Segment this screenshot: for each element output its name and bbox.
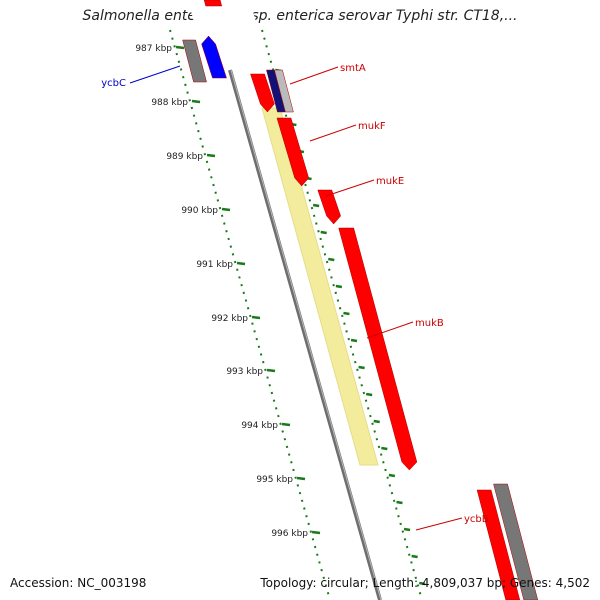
gene-leader-line bbox=[366, 321, 414, 339]
gene-leader-line bbox=[415, 517, 463, 531]
ruler-tick bbox=[296, 476, 306, 481]
ruler-tick-label: 987 kbp bbox=[135, 44, 172, 54]
gene-leader-line bbox=[309, 124, 357, 142]
gene-label-ycbC[interactable]: ycbC bbox=[101, 78, 126, 89]
ruler-minor-tick bbox=[403, 527, 411, 532]
highlight-band bbox=[261, 107, 379, 466]
label-layer: ycbC smtA mukF mukE mukB ycbB bbox=[101, 63, 489, 531]
ruler-tick-label: 989 kbp bbox=[166, 152, 203, 162]
gene-top-partial[interactable] bbox=[203, 0, 223, 7]
gene-label-smtA[interactable]: smtA bbox=[340, 63, 366, 74]
gene-layer bbox=[182, 0, 539, 600]
ruler-tick-label: 990 kbp bbox=[181, 206, 218, 216]
ruler-minor-tick bbox=[335, 284, 343, 289]
gene-label-mukB[interactable]: mukB bbox=[415, 318, 444, 329]
ruler-tick-label: 994 kbp bbox=[241, 421, 278, 431]
ruler-minor-tick bbox=[388, 473, 396, 478]
ruler-minor-tick bbox=[320, 230, 327, 235]
ruler-minor-tick bbox=[396, 500, 403, 505]
gene-mukF[interactable] bbox=[276, 117, 310, 187]
backbone-line-highlight bbox=[230, 69, 382, 600]
gene-grey-ycbb-adjacent[interactable] bbox=[493, 483, 539, 600]
ruler-tick bbox=[266, 368, 276, 373]
ruler-tick bbox=[251, 315, 261, 320]
ruler-minor-tick bbox=[328, 257, 335, 262]
gene-label-mukE[interactable]: mukE bbox=[376, 176, 404, 187]
gene-ycbB[interactable] bbox=[476, 489, 521, 600]
topology-label: Topology: circular; Length: 4,809,037 bp… bbox=[260, 576, 590, 590]
gene-label-mukF[interactable]: mukF bbox=[358, 121, 386, 132]
backbone-line bbox=[228, 69, 382, 600]
gene-leader-line bbox=[129, 65, 181, 84]
left-tick-guide bbox=[169, 29, 331, 600]
ruler-tick-label: 993 kbp bbox=[226, 367, 263, 377]
gene-grey-ycbc-adjacent[interactable] bbox=[182, 39, 207, 83]
ruler-tick-label: 988 kbp bbox=[151, 98, 188, 108]
ruler-tick bbox=[236, 261, 246, 266]
ruler-minor-tick bbox=[365, 392, 373, 397]
ruler-minor-tick bbox=[343, 311, 350, 316]
ruler-minor-tick bbox=[411, 554, 418, 559]
ruler-tick bbox=[175, 45, 185, 50]
ruler-tick-label: 995 kbp bbox=[256, 475, 293, 485]
gene-mukE[interactable] bbox=[317, 189, 341, 225]
ruler-tick-label: 992 kbp bbox=[211, 314, 248, 324]
gene-smtA[interactable] bbox=[250, 73, 275, 113]
ruler-tick bbox=[206, 153, 216, 158]
right-tick-guide bbox=[261, 29, 423, 600]
ruler-ticks: 987 kbp 988 kbp 989 kbp 990 kbp 991 kbp 992 k… bbox=[135, 44, 426, 586]
ruler-minor-tick bbox=[419, 581, 426, 586]
gene-mukB[interactable] bbox=[338, 227, 418, 471]
ruler-tick bbox=[311, 530, 321, 535]
gene-ycbC[interactable] bbox=[201, 35, 227, 79]
ruler-minor-tick bbox=[358, 365, 365, 370]
ruler-tick bbox=[221, 207, 231, 212]
ruler-tick-label: 996 kbp bbox=[271, 529, 308, 539]
ruler-minor-tick bbox=[373, 419, 380, 424]
accession-label: Accession: NC_003198 bbox=[10, 576, 147, 590]
gene-label-ycbB[interactable]: ycbB bbox=[464, 514, 489, 525]
ruler-minor-tick bbox=[350, 338, 358, 343]
ruler-tick-label: 991 kbp bbox=[196, 260, 233, 270]
gene-smtA-grey[interactable] bbox=[274, 69, 294, 113]
gene-leader-line bbox=[289, 66, 339, 85]
track-band bbox=[188, 0, 412, 600]
ruler-tick bbox=[191, 99, 201, 104]
gene-leader-line bbox=[325, 179, 375, 197]
ruler-tick bbox=[281, 422, 291, 427]
ruler-minor-tick bbox=[312, 203, 320, 208]
ruler-minor-tick bbox=[381, 446, 388, 451]
